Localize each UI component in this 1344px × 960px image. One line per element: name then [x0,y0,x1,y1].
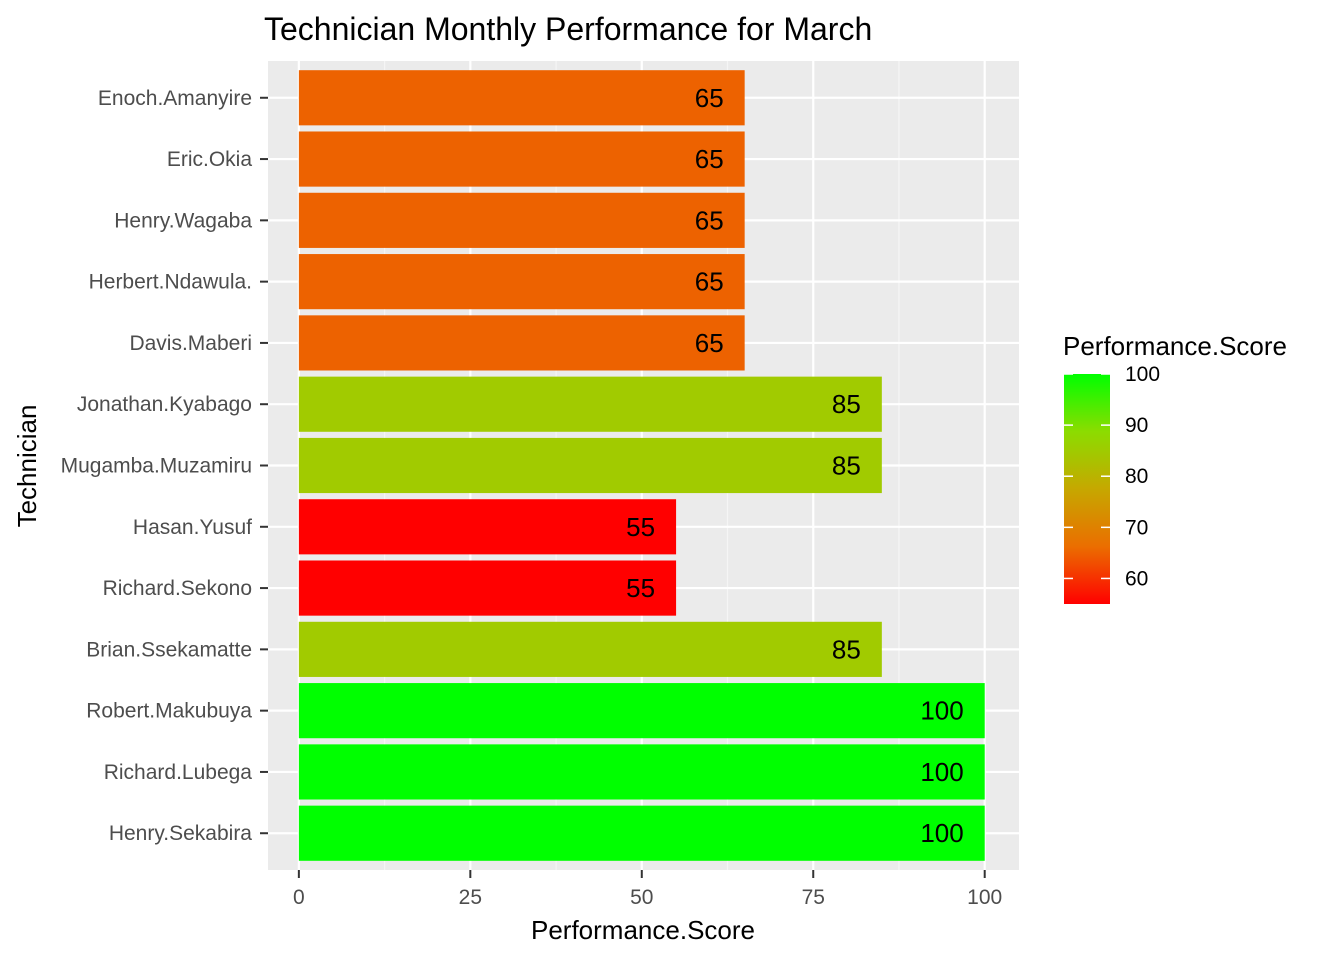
legend-tick-label: 90 [1125,414,1148,437]
plot-panel: 65 65 65 65 65 85 85 55 55 85 100 100 100 [268,61,1019,870]
legend-title: Performance.Score [1063,331,1287,361]
bar-value-label: 85 [832,634,861,664]
y-axis: Enoch.Amanyire Eric.Okia Henry.Wagaba Herbe… [61,87,268,845]
x-tick-label: 50 [630,886,653,909]
bar [298,683,985,739]
x-tick-label: 25 [459,886,482,909]
bar [298,70,745,126]
legend-colorbar [1064,374,1110,604]
legend-tick-label: 100 [1125,363,1160,386]
x-axis: 0 25 50 75 100 [293,870,1002,909]
legend: Performance.Score 100 90 80 70 60 [1063,331,1287,604]
y-tick-label: Henry.Sekabira [109,822,252,845]
y-tick-label: Brian.Ssekamatte [86,638,252,661]
y-tick-label: Richard.Lubega [104,761,253,784]
x-tick-label: 100 [967,886,1002,909]
bar [298,315,745,371]
bar-value-label: 55 [626,512,655,542]
bar-value-label: 65 [695,83,724,113]
y-tick-label: Robert.Makubuya [86,700,252,723]
y-tick-label: Davis.Maberi [129,332,252,355]
bar-value-label: 55 [626,573,655,603]
bar [298,560,677,616]
legend-tick-label: 80 [1125,465,1148,488]
y-tick-label: Mugamba.Muzamiru [61,455,252,478]
x-axis-title: Performance.Score [531,915,755,945]
y-tick-label: Herbert.Ndawula. [89,271,252,294]
x-tick-label: 0 [293,886,305,909]
y-axis-title: Technician [12,405,42,528]
bar [298,192,745,248]
bar [298,254,745,310]
bar [298,437,882,494]
bar-value-label: 100 [920,696,963,726]
bar-value-label: 65 [695,267,724,297]
x-tick-label: 75 [802,886,825,909]
legend-tick-label: 60 [1125,567,1148,590]
bar-value-label: 100 [920,818,963,848]
bar [298,131,745,187]
bar-value-label: 100 [920,757,963,787]
bars [298,70,985,861]
y-tick-label: Hasan.Yusuf [133,516,252,539]
chart-title: Technician Monthly Performance for March [264,11,872,47]
bar [298,376,882,432]
bar-value-label: 65 [695,205,724,235]
y-tick-label: Richard.Sekono [103,577,252,600]
bar-value-label: 85 [832,451,861,481]
legend-tick-label: 70 [1125,516,1148,539]
y-tick-label: Henry.Wagaba [114,209,252,232]
y-tick-label: Jonathan.Kyabago [77,393,252,416]
bar [298,744,985,800]
bar-value-label: 65 [695,328,724,358]
data-labels: 65 65 65 65 65 85 85 55 55 85 100 100 100 [626,83,964,848]
legend-ticks: 100 90 80 70 60 [1064,363,1160,590]
bar [298,621,882,677]
bar [298,805,985,861]
bar-value-label: 65 [695,144,724,174]
y-tick-label: Eric.Okia [167,148,253,171]
bar [298,499,677,555]
bar-value-label: 85 [832,389,861,419]
y-tick-label: Enoch.Amanyire [98,87,252,110]
